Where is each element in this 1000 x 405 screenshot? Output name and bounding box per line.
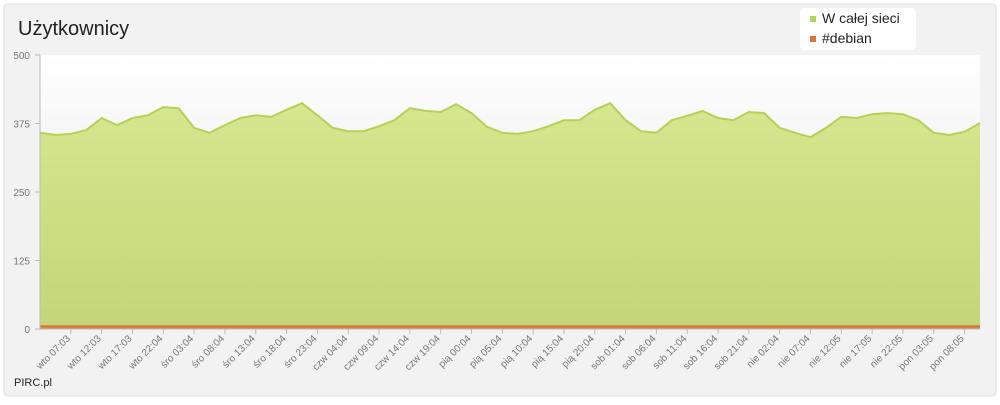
- source: PIRC.pl: [14, 377, 52, 389]
- legend: [800, 8, 916, 50]
- y-tick-label: 375: [13, 120, 30, 131]
- legend-marker: [810, 36, 816, 42]
- legend-marker: [810, 16, 816, 22]
- y-tick-label: 500: [13, 51, 30, 62]
- y-tick-label: 0: [24, 325, 30, 336]
- chart-title: Użytkownicy: [18, 18, 129, 40]
- legend-label: #debian: [822, 30, 872, 46]
- y-tick-label: 250: [13, 188, 30, 199]
- area: [40, 103, 980, 329]
- line: [39, 101, 981, 139]
- y-tick-label: 125: [13, 257, 30, 268]
- legend-label: W całej sieci: [822, 10, 900, 26]
